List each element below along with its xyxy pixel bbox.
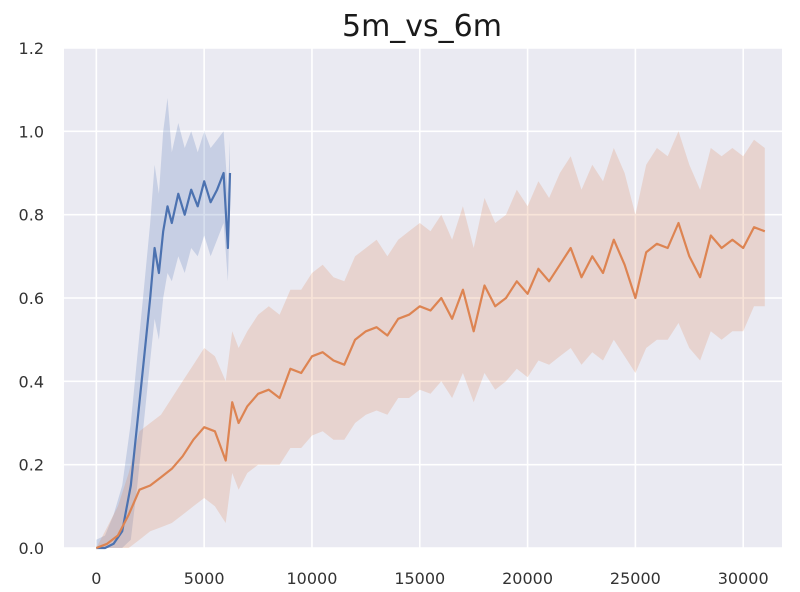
x-tick-label: 15000 [394, 569, 445, 588]
y-tick-label: 1.0 [19, 122, 44, 141]
y-tick-label: 0.8 [19, 206, 44, 225]
y-tick-label: 1.2 [19, 39, 44, 58]
chart-title: 5m_vs_6m [342, 9, 502, 44]
y-tick-label: 0.2 [19, 456, 44, 475]
x-tick-label: 25000 [610, 569, 661, 588]
series-lines [95, 171, 766, 550]
x-axis-ticks: 0 5000 10000 15000 20000 25000 30000 [91, 569, 768, 588]
grid [64, 47, 782, 549]
x-tick-label: 20000 [502, 569, 553, 588]
y-axis-ticks: 0.0 0.2 0.4 0.6 0.8 1.0 1.2 [19, 39, 44, 558]
confidence-bands [96, 98, 765, 549]
series-1-band [96, 98, 230, 548]
series-2-line [95, 221, 766, 550]
y-tick-label: 0.6 [19, 289, 44, 308]
y-tick-label: 0.0 [19, 539, 44, 558]
series-2-band [96, 131, 765, 549]
series-1-line [96, 171, 232, 550]
x-tick-label: 5000 [184, 569, 225, 588]
x-tick-label: 0 [91, 569, 101, 588]
y-tick-label: 0.4 [19, 372, 44, 391]
x-tick-label: 10000 [287, 569, 338, 588]
x-tick-label: 30000 [718, 569, 769, 588]
